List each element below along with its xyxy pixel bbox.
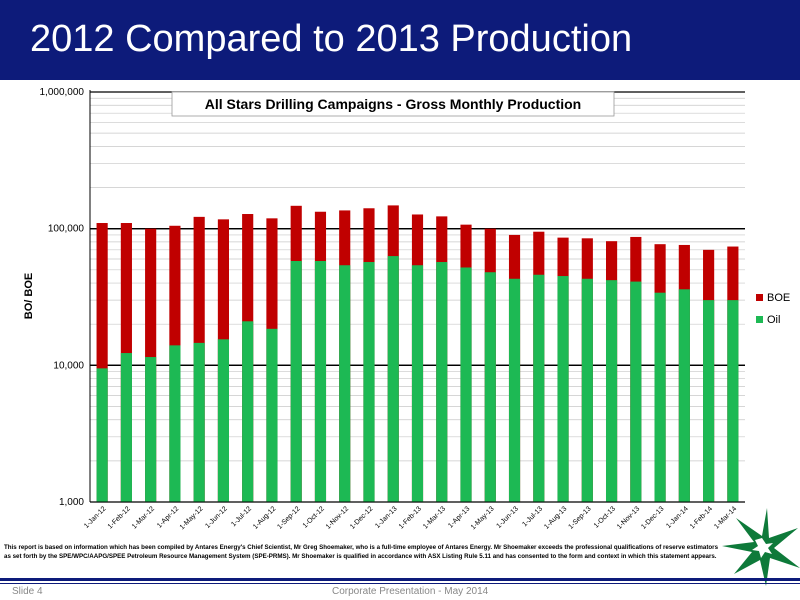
bar-oil [678,289,690,502]
bar-oil [630,281,642,502]
x-tick-label: 1-Nov-12 [325,505,350,530]
bar-oil [460,267,472,502]
bar-oil [533,274,545,502]
y-tick-label: 10,000 [53,360,84,371]
legend-label-boe: BOE [767,292,790,304]
y-axis-label: BO/ BOE [23,273,35,319]
x-tick-label: 1-Mar-13 [422,505,447,530]
star-center [752,538,773,558]
y-tick-label: 1,000 [59,497,84,508]
star-logo-icon [722,508,800,586]
x-tick-label: 1-Jul-12 [230,505,253,528]
footer-rule [0,578,800,581]
bar-oil [508,278,521,502]
bar-oil [654,292,666,502]
bar-oil [290,260,302,502]
bar-group [96,205,739,503]
legend: BOE Oil [756,292,790,326]
x-tick-label: 1-Apr-13 [447,505,471,529]
y-tick-label: 1,000,000 [40,87,85,98]
bar-oil [266,328,278,502]
bar-oil [703,300,715,502]
bar-oil [484,272,496,502]
bar-oil [581,278,593,502]
x-tick-label: 1-Dec-13 [640,505,665,530]
slide-number: Slide 4 [12,586,43,597]
bar-oil [605,280,618,502]
bar-oil [557,276,569,502]
legend-swatch-boe [756,294,763,301]
chart-title: All Stars Drilling Campaigns - Gross Mon… [205,96,581,112]
title-bar: 2012 Compared to 2013 Production [0,0,800,80]
x-tick-label: 1-Feb-13 [398,505,423,530]
footer-rule-thin [0,583,800,584]
x-tick-label: 1-Aug-13 [543,505,568,530]
presentation-name: Corporate Presentation - May 2014 [332,586,489,597]
bar-oil [120,353,132,502]
bar-oil [96,368,108,502]
x-tick-label: 1-Apr-12 [156,505,180,529]
x-tick-labels: 1-Jan-12 1-Feb-12 1-Mar-12 1-Apr-121-May-12… [83,505,738,531]
bar-oil [411,265,424,502]
bar-oil [145,357,157,502]
bar-oil [339,265,351,502]
bar-oil [436,262,448,502]
disclaimer-text: This report is based on information whic… [4,544,719,560]
bar-oil [193,342,205,502]
bar-oil [242,321,254,502]
bar-boe [96,223,108,503]
x-tick-label: 1-May-12 [179,505,205,531]
slide-title: 2012 Compared to 2013 Production [30,18,633,60]
bar-oil [314,260,327,502]
chart-title-box [171,91,615,117]
x-tick-label: 1-Sep-13 [567,505,592,530]
legend-swatch-oil [756,316,763,323]
x-tick-label: 1-May-13 [470,505,496,531]
bar-oil [169,345,181,502]
x-tick-label: 1-Oct-12 [302,505,326,529]
bar-oil [217,339,230,502]
y-tick-label: 100,000 [48,224,85,235]
x-tick-label: 1-Jan-13 [374,505,399,530]
x-tick-label: 1-Jun-12 [204,505,229,530]
x-tick-label: 1-Sep-12 [276,505,301,530]
y-tick-labels: 1,000 10,000 100,000 1,000,000 [40,87,85,508]
axes [89,90,745,503]
x-tick-label: 1-Aug-12 [252,505,277,530]
x-tick-label: 1-Jul-13 [521,505,544,528]
x-tick-label: 1-Mar-12 [131,505,156,530]
x-tick-label: 1-Dec-12 [349,505,374,530]
x-tick-label: 1-Feb-12 [107,505,132,530]
x-tick-label: 1-Feb-14 [689,505,714,530]
x-tick-label: 1-Jan-14 [665,505,690,530]
bar-oil [727,300,739,502]
x-tick-label: 1-Jun-13 [495,505,520,530]
x-tick-label: 1-Oct-13 [593,505,617,529]
legend-label-oil: Oil [767,314,780,326]
x-tick-label: 1-Nov-13 [616,505,641,530]
bar-oil [363,262,375,502]
x-tick-label: 1-Jan-12 [83,505,108,530]
bar-oil [387,256,399,502]
